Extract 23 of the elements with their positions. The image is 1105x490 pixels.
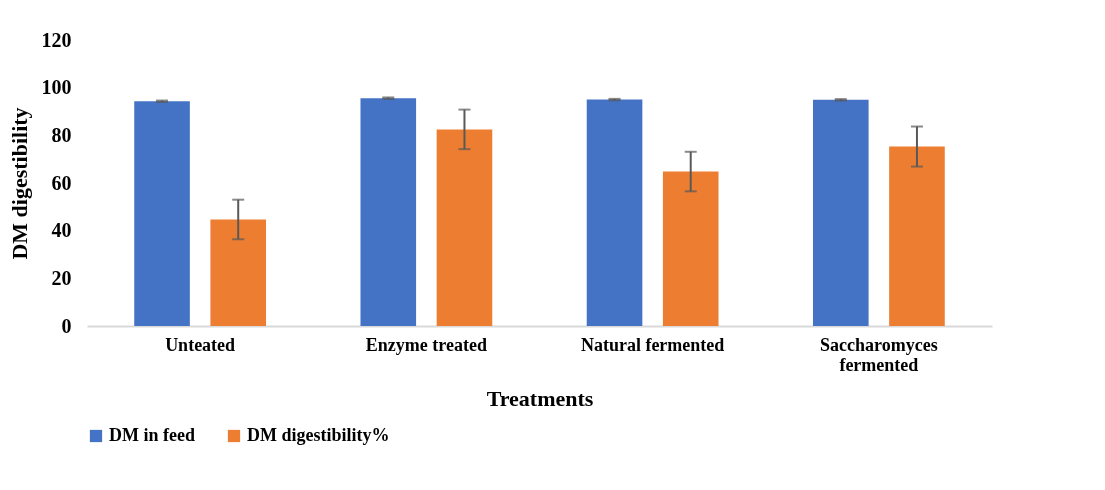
- bar: [210, 219, 267, 326]
- bar: [436, 129, 493, 326]
- legend-label: DM in feed: [109, 425, 195, 445]
- x-axis-title: Treatments: [486, 385, 594, 411]
- y-tick-label: 60: [51, 171, 72, 194]
- bar: [586, 99, 643, 326]
- bar: [134, 101, 190, 326]
- y-tick-label: 20: [51, 266, 72, 289]
- bar: [360, 98, 417, 326]
- y-axis-title: DM digestibility: [6, 107, 32, 260]
- bar: [889, 146, 945, 326]
- x-tick-label: Natural fermented: [580, 334, 725, 355]
- y-tick-label: 0: [61, 314, 72, 337]
- y-tick-label: 80: [51, 123, 72, 146]
- x-tick-label: Enzyme treated: [365, 334, 487, 355]
- x-tick-label: Saccharomyces fermented: [820, 334, 938, 375]
- y-tick-label: 120: [41, 28, 72, 51]
- y-tick-label: 100: [41, 76, 72, 99]
- bar: [812, 99, 869, 326]
- legend-label: DM digestibility%: [247, 425, 390, 445]
- y-tick-label: 40: [51, 219, 72, 242]
- x-tick-label: Unteated: [165, 334, 236, 355]
- bar: [662, 171, 719, 326]
